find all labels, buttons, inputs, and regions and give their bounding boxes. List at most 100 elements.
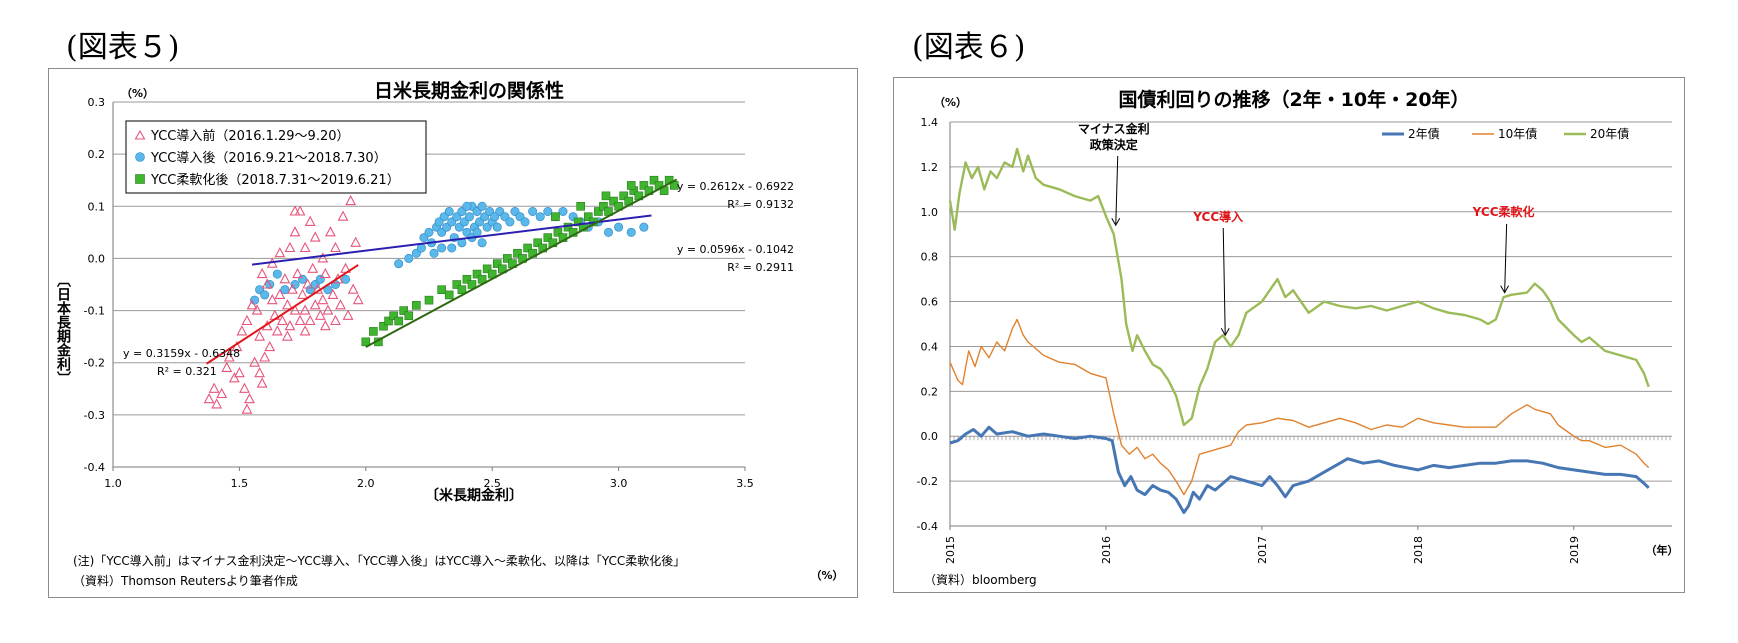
- data-point-ycc-pre: [271, 325, 283, 336]
- data-point-ycc-pre: [261, 278, 273, 289]
- data-point-ycc-pre: [223, 351, 235, 362]
- data-point-ycc-flex: [369, 327, 378, 336]
- data-point-ycc-pre: [309, 231, 321, 242]
- data-point-ycc-flex: [503, 254, 512, 263]
- annotation-ycc-flex: YCC柔軟化: [1472, 204, 1535, 219]
- data-point-ycc-pre: [317, 252, 329, 263]
- data-point-ycc-flex: [594, 207, 603, 216]
- data-point-ycc-post: [394, 259, 404, 269]
- data-point-ycc-flex: [573, 217, 583, 227]
- data-point-ycc-pre: [274, 288, 286, 299]
- data-point-ycc-flex: [513, 248, 522, 258]
- trend-r-squared: R² = 0.9132: [727, 198, 794, 211]
- legend-label: 20年債: [1590, 126, 1629, 141]
- data-point-ycc-pre: [256, 377, 268, 388]
- annotation-negative-rate: 政策決定: [1090, 137, 1138, 152]
- line-chart-panel: 国債利回りの推移（2年・10年・20年） （%） （年） （資料）bloombe…: [893, 77, 1685, 593]
- data-point-ycc-pre: [342, 309, 354, 320]
- figure5-label: (図表５): [66, 30, 180, 65]
- trend-equation: y = 0.3159x - 0.6348: [123, 347, 240, 360]
- data-point-ycc-post: [558, 207, 568, 217]
- data-point-ycc-flex: [437, 285, 446, 295]
- data-point-ycc-post: [444, 207, 454, 217]
- data-point-ycc-pre: [322, 304, 334, 315]
- chart-source: （資料）bloomberg: [924, 573, 1037, 587]
- data-point-ycc-pre: [254, 366, 266, 378]
- y-tick-label: 0.2: [921, 385, 939, 398]
- data-point-ycc-post: [614, 222, 624, 232]
- legend-label: 2年債: [1408, 126, 1440, 141]
- data-point-ycc-pre: [307, 262, 319, 273]
- y-tick-label: -0.1: [84, 305, 105, 318]
- series-line: [949, 425, 1650, 514]
- y-tick-label: 0.1: [88, 200, 106, 213]
- data-point-ycc-post: [341, 274, 351, 284]
- data-point-ycc-pre: [256, 267, 268, 279]
- data-point-ycc-post: [462, 201, 472, 211]
- data-point-ycc-flex: [533, 238, 543, 248]
- data-point-ycc-post: [477, 238, 487, 248]
- x-tick-label: 1.0: [104, 477, 122, 490]
- data-point-ycc-pre: [319, 267, 331, 279]
- data-point-ycc-flex: [462, 274, 472, 284]
- data-point-ycc-flex: [404, 311, 414, 321]
- y-tick-label: 0.2: [88, 148, 106, 161]
- annotation-arrowhead: [1220, 327, 1230, 337]
- data-point-ycc-post: [520, 217, 530, 227]
- data-point-ycc-pre: [241, 314, 253, 326]
- data-point-ycc-pre: [289, 304, 301, 315]
- data-point-ycc-flex: [601, 191, 611, 201]
- trend-r-squared: R² = 0.2911: [727, 261, 794, 274]
- legend-label: YCC導入後（2016.9.21～2018.7.30）: [150, 151, 387, 166]
- data-point-ycc-post: [492, 222, 502, 232]
- data-point-ycc-post: [424, 227, 434, 237]
- data-point-ycc-pre: [246, 299, 258, 310]
- data-point-ycc-flex: [457, 285, 467, 295]
- data-point-ycc-flex: [583, 212, 593, 222]
- data-point-ycc-pre: [264, 340, 276, 352]
- x-tick-label: 1.5: [231, 477, 249, 490]
- x-tick-label: 2.0: [357, 477, 375, 490]
- data-point-ycc-pre: [309, 299, 321, 310]
- data-point-ycc-post: [639, 222, 649, 232]
- data-point-ycc-post: [528, 207, 538, 217]
- data-point-ycc-post: [260, 290, 270, 300]
- y-tick-label: 0.4: [921, 340, 939, 353]
- data-point-ycc-flex: [649, 175, 659, 185]
- data-point-ycc-pre: [216, 387, 228, 399]
- trend-equation: y = 0.0596x - 0.1042: [677, 243, 794, 256]
- data-point-ycc-post: [437, 243, 447, 253]
- data-point-ycc-flex: [626, 181, 636, 190]
- data-point-ycc-flex: [444, 290, 454, 300]
- data-point-ycc-flex: [389, 311, 398, 321]
- data-point-ycc-pre: [317, 293, 329, 305]
- legend-marker-ycc-flex: [135, 174, 145, 184]
- x-tick-label: 2017: [1256, 536, 1269, 564]
- data-point-ycc-pre: [233, 366, 245, 378]
- data-point-ycc-post: [298, 274, 308, 284]
- data-point-ycc-post: [272, 269, 282, 279]
- x-tick-label: 2.5: [483, 477, 501, 490]
- legend-label: YCC導入前（2016.1.29～9.20）: [150, 128, 350, 144]
- data-point-ycc-post: [464, 212, 474, 222]
- data-point-ycc-flex: [619, 191, 628, 201]
- x-axis-label: 〔米長期金利〕: [425, 487, 523, 504]
- x-tick-label: 2019: [1568, 536, 1581, 564]
- y-tick-label: 0.6: [921, 296, 939, 309]
- data-point-ycc-pre: [254, 330, 266, 341]
- y-unit-label: （%）: [121, 87, 154, 100]
- y-tick-label: -0.3: [84, 409, 105, 422]
- data-point-ycc-pre: [304, 215, 316, 226]
- series-line: [949, 318, 1650, 496]
- data-point-ycc-pre: [208, 382, 220, 393]
- data-point-ycc-pre: [297, 288, 309, 299]
- y-tick-label: 0.3: [88, 96, 106, 109]
- legend-box: [125, 120, 427, 194]
- y-tick-label: 1.2: [921, 161, 939, 174]
- y-tick-label: -0.2: [917, 475, 938, 488]
- data-point-ycc-pre: [284, 320, 296, 331]
- annotation-arrowhead: [1500, 285, 1510, 294]
- chart-title: 国債利回りの推移（2年・10年・20年）: [1118, 88, 1469, 111]
- trend-line: [205, 264, 359, 365]
- data-point-ycc-pre: [304, 314, 316, 326]
